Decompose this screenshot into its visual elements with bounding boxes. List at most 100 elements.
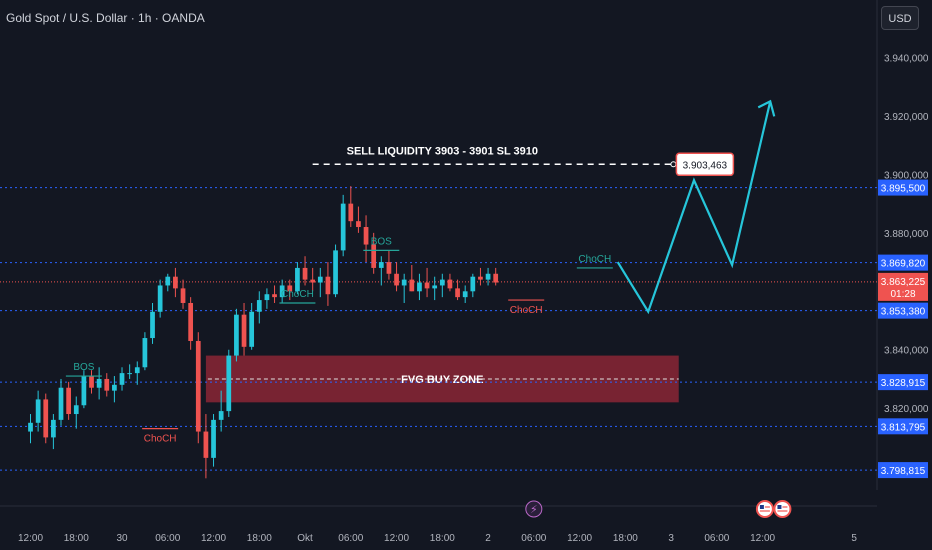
candle-body — [43, 399, 49, 438]
x-tick-label: 18:00 — [430, 533, 455, 544]
y-tick-label: 3.840,000 — [884, 346, 929, 357]
x-tick-label: 18:00 — [247, 533, 272, 544]
candle-body — [241, 314, 247, 347]
x-tick-label: 30 — [116, 533, 128, 544]
price-level-tag — [878, 179, 928, 196]
candle-body — [104, 378, 110, 391]
candle-body — [28, 422, 33, 432]
candle-body — [295, 267, 300, 292]
candle-body — [409, 279, 415, 292]
candle-body — [485, 273, 491, 280]
x-tick-label: 12:00 — [18, 533, 43, 544]
currency-button[interactable]: USD — [881, 6, 919, 30]
x-tick-label: 06:00 — [521, 533, 546, 544]
target-price-box — [675, 152, 735, 177]
candle-body — [363, 227, 369, 245]
candle-body — [317, 276, 323, 283]
price-level-tag — [878, 374, 928, 391]
candle-body — [35, 399, 41, 423]
candle-body — [279, 285, 285, 298]
candle-body — [340, 203, 346, 251]
price-level-tag — [878, 302, 928, 319]
candle-body — [348, 203, 354, 222]
candle-body — [203, 431, 209, 458]
lightning-glyph: ⚡ — [530, 503, 538, 516]
fvg-zone-label: FVG BUY ZONE — [401, 374, 483, 386]
y-tick-label: 3.900,000 — [884, 170, 929, 181]
annotation-label: SELL LIQUIDITY 3903 - 3901 SL 3910 — [347, 145, 538, 157]
y-tick-label: 3.920,000 — [884, 112, 929, 123]
candle-body — [455, 288, 460, 298]
candle-body — [127, 373, 133, 375]
annotation-label: ChoCH — [281, 289, 314, 300]
us-flag-icon — [773, 500, 792, 518]
candle-body — [394, 273, 399, 286]
x-tick-label: 06:00 — [704, 533, 729, 544]
x-tick-label: 18:00 — [613, 533, 638, 544]
price-level-label: 3.798,815 — [881, 466, 926, 477]
candle-body — [478, 276, 483, 280]
y-tick-label: 3.820,000 — [884, 404, 929, 415]
candle-body — [310, 279, 316, 283]
x-tick-label: 3 — [668, 533, 674, 544]
candle-body — [119, 373, 125, 385]
candle-body — [96, 378, 102, 388]
candle-body — [73, 405, 79, 415]
candle-body — [325, 276, 331, 295]
candle-body — [249, 311, 255, 347]
flag-canton — [759, 505, 764, 509]
candle-body — [188, 302, 194, 341]
price-level-label: 3.853,380 — [881, 307, 926, 318]
candle-body — [272, 294, 277, 298]
candle-body — [417, 282, 422, 292]
candle-body — [493, 273, 499, 283]
annotation-label: ChoCH — [510, 305, 543, 316]
y-tick-label: 3.880,000 — [884, 229, 929, 240]
y-tick-label: 3.940,000 — [884, 54, 929, 65]
x-tick-label: 18:00 — [64, 533, 89, 544]
candle-body — [134, 367, 140, 374]
us-flag-icon — [755, 500, 774, 518]
candle-body — [287, 285, 293, 292]
candle-body — [439, 279, 445, 286]
target-price-label: 3.903,463 — [683, 160, 728, 171]
candle-body — [226, 355, 232, 412]
candle-body — [89, 376, 94, 388]
candle-body — [142, 338, 148, 368]
current-price-label: 3.863,225 — [881, 277, 926, 288]
candle-body — [462, 291, 468, 298]
price-level-label: 3.869,820 — [881, 259, 926, 270]
candle-body — [356, 221, 361, 228]
annotation-label: BOS — [73, 362, 94, 373]
candle-body — [371, 244, 377, 268]
candle-body — [401, 279, 407, 286]
price-level-tag — [878, 462, 928, 479]
countdown-label: 01:28 — [890, 289, 915, 300]
annotation-label: ChoCH — [578, 254, 611, 265]
candle-body — [234, 314, 239, 356]
candle-body — [378, 262, 384, 268]
x-tick-label: 12:00 — [384, 533, 409, 544]
candle-body — [165, 276, 171, 286]
x-tick-label: 12:00 — [201, 533, 226, 544]
candle-body — [264, 294, 270, 301]
price-level-tag — [878, 254, 928, 271]
candle-body — [470, 276, 476, 292]
candle-body — [333, 250, 338, 295]
lightning-icon — [525, 500, 543, 518]
x-tick-label: 06:00 — [338, 533, 363, 544]
candle-body — [180, 288, 186, 303]
candle-body — [51, 419, 56, 438]
current-price-tag — [878, 272, 928, 301]
flag-canton — [777, 505, 782, 509]
candle-body — [112, 384, 117, 391]
price-level-label: 3.813,795 — [881, 422, 926, 433]
x-tick-label: 12:00 — [750, 533, 775, 544]
price-level-tag — [878, 418, 928, 435]
x-tick-label: 06:00 — [155, 533, 180, 544]
price-level-label: 3.828,915 — [881, 378, 926, 389]
x-tick-label: 5 — [851, 533, 857, 544]
candle-body — [447, 279, 453, 289]
candle-body — [58, 387, 64, 420]
